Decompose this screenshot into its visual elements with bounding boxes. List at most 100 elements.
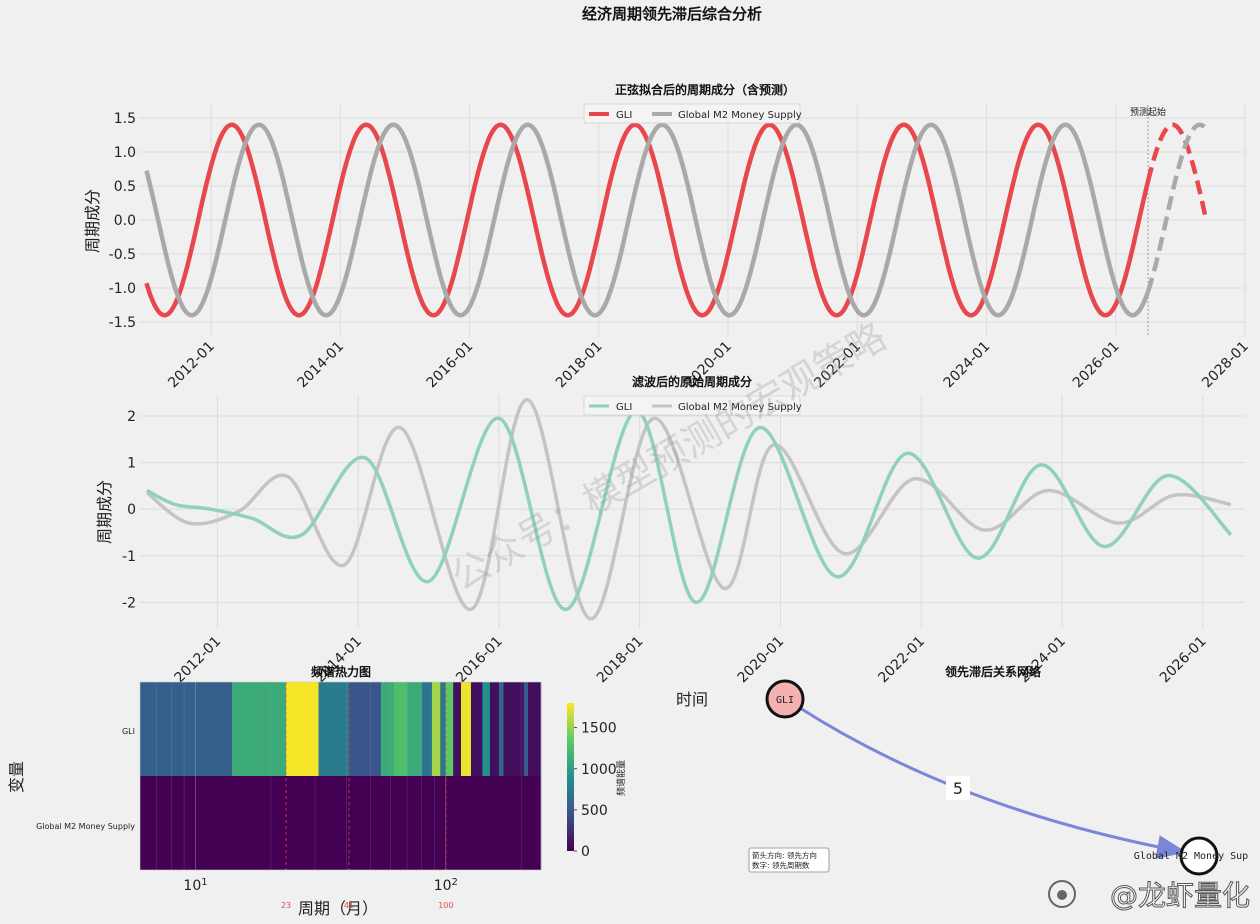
heatmap-cell bbox=[489, 682, 500, 776]
x-tick-label: 2016-01 bbox=[453, 634, 506, 687]
y-tick-label: -0.5 bbox=[109, 247, 136, 263]
heatmap-cell bbox=[453, 682, 462, 776]
y-tick-label: 1.0 bbox=[114, 145, 136, 161]
filtered-cycle-chart: 滤波后的原始周期成分 210-1-2 2012-01 2014-01 2016-01… bbox=[95, 374, 1245, 686]
figure-title: 经济周期领先滞后综合分析 bbox=[582, 5, 762, 23]
network-legend: 箭头方向: 领先方向 数字: 领先周期数 bbox=[748, 847, 830, 873]
row-label-m2: Global M2 Money Supply bbox=[36, 822, 135, 831]
brand-text: @龙虾量化 bbox=[1110, 879, 1250, 912]
colorbar-tick-label: 1000 bbox=[581, 762, 617, 778]
y-axis-label: 变量 bbox=[7, 761, 26, 793]
colorbar-gradient bbox=[567, 703, 574, 851]
fitted-cycle-chart: 正弦拟合后的周期成分（含预测） 1.5 1.0 0.5 0.0 -0.5 -1.0 -1.5… bbox=[83, 82, 1252, 391]
spectrum-heatmap: 频谱热力图 GLI Global M2 Money Supply 变量 101 1… bbox=[7, 664, 627, 918]
row-label-gli: GLI bbox=[122, 727, 135, 736]
y-tick-label: -1 bbox=[122, 549, 136, 565]
y-axis-label: 周期成分 bbox=[83, 189, 102, 253]
x-tick-label: 2016-01 bbox=[424, 339, 477, 392]
x-axis-label: 周期（月） bbox=[298, 899, 378, 918]
heatmap-cell bbox=[503, 682, 525, 776]
heatmap-cell bbox=[461, 682, 472, 776]
colorbar: 0 500 1000 1500 bbox=[567, 703, 617, 860]
heatmap-cell bbox=[318, 682, 350, 776]
heatmap-cell bbox=[140, 776, 542, 870]
legend: GLI Global M2 Money Supply bbox=[583, 395, 802, 416]
x-tick-label: 2024-01 bbox=[941, 339, 994, 392]
x-tick-label: 2012-01 bbox=[165, 339, 218, 392]
chart-title: 正弦拟合后的周期成分（含预测） bbox=[615, 82, 795, 97]
node-label-m2: Global M2 Money Sup bbox=[1134, 851, 1248, 862]
x-tick-label: 2022-01 bbox=[875, 634, 928, 687]
y-tick-label: -1.0 bbox=[109, 281, 136, 297]
legend-entry-gli: GLI bbox=[616, 110, 632, 121]
heatmap-cell bbox=[407, 682, 422, 776]
lead-lag-network: 领先滞后关系网络 时间 5 GLI Global M2 Money Sup 箭头… bbox=[676, 664, 1248, 876]
edge-label-lag: 5 bbox=[953, 779, 963, 798]
y-tick-label: 0 bbox=[127, 502, 136, 518]
y-axis-label: 周期成分 bbox=[95, 480, 114, 544]
heatmap-cell bbox=[440, 682, 447, 776]
heatmap-cell bbox=[393, 682, 408, 776]
node-gli[interactable] bbox=[765, 679, 805, 719]
series-line-m2 bbox=[145, 397, 1232, 621]
network-legend-line-1: 箭头方向: 领先方向 bbox=[752, 850, 817, 860]
x-tick-label: 2020-01 bbox=[735, 634, 788, 687]
heatmap-cell bbox=[498, 682, 504, 776]
heatmap-cell bbox=[523, 682, 529, 776]
watermark: 公众号：模型预测的宏观策略 bbox=[444, 314, 894, 599]
forecast-line-gli bbox=[1145, 122, 1209, 221]
colorbar-tick-label: 1500 bbox=[581, 721, 617, 737]
heatmap-cell bbox=[348, 682, 382, 776]
marked-period-label: 100 bbox=[438, 901, 453, 910]
x-tick-label: 2018-01 bbox=[553, 339, 606, 392]
node-label-gli: GLI bbox=[776, 695, 794, 706]
brand-badge: @龙虾量化 bbox=[1048, 879, 1251, 913]
network-axis-label: 时间 bbox=[676, 690, 708, 709]
heatmap-cell bbox=[431, 682, 441, 776]
x-tick-label: 101 bbox=[183, 877, 207, 895]
colorbar-tick-label: 0 bbox=[581, 844, 590, 860]
heatmap-cell bbox=[470, 682, 483, 776]
x-tick-label: 2026-01 bbox=[1070, 339, 1123, 392]
y-tick-label: 0.0 bbox=[114, 213, 136, 229]
x-tick-label: 2014-01 bbox=[294, 339, 347, 392]
x-tick-label: 2026-01 bbox=[1157, 634, 1210, 687]
legend-entry-m2: Global M2 Money Supply bbox=[678, 110, 802, 121]
edge-label-box bbox=[946, 776, 970, 800]
forecast-line-m2 bbox=[1145, 122, 1208, 292]
colorbar-tick-label: 500 bbox=[581, 803, 608, 819]
colorbar-label: 频谱能量 bbox=[615, 760, 627, 796]
x-tick-label: 2018-01 bbox=[594, 634, 647, 687]
legend-entry-gli: GLI bbox=[616, 402, 632, 413]
x-tick-label: 2012-01 bbox=[172, 634, 225, 687]
heatmap-cell bbox=[286, 682, 319, 776]
y-tick-label: 0.5 bbox=[114, 179, 136, 195]
heatmap-cell bbox=[528, 682, 542, 776]
chart-title: 领先滞后关系网络 bbox=[945, 664, 1041, 679]
heatmap-cell bbox=[232, 682, 287, 776]
y-tick-label: -2 bbox=[122, 595, 136, 611]
network-legend-line-2: 数字: 领先周期数 bbox=[752, 860, 810, 870]
weibo-icon bbox=[1048, 880, 1076, 908]
chart-title: 频谱热力图 bbox=[311, 664, 371, 679]
node-m2[interactable] bbox=[1179, 836, 1219, 876]
heatmap-cell bbox=[140, 682, 233, 776]
legend: GLI Global M2 Money Supply bbox=[583, 103, 802, 124]
series-line-m2 bbox=[144, 122, 1151, 318]
heatmap-cell bbox=[380, 682, 395, 776]
legend-entry-m2: Global M2 Money Supply bbox=[678, 402, 802, 413]
y-tick-label: 2 bbox=[127, 409, 136, 425]
y-tick-label: 1 bbox=[127, 456, 136, 472]
heatmap-cell bbox=[445, 682, 454, 776]
marked-period-label: 41 bbox=[344, 901, 354, 910]
heatmap-cell bbox=[421, 682, 433, 776]
edge-gli-to-m2 bbox=[799, 706, 1187, 859]
marked-period-label: 23 bbox=[281, 901, 291, 910]
heatmap-cell bbox=[482, 682, 491, 776]
y-tick-label: -1.5 bbox=[109, 315, 136, 331]
x-tick-label: 102 bbox=[434, 877, 458, 895]
y-tick-label: 1.5 bbox=[114, 111, 136, 127]
chart-title: 滤波后的原始周期成分 bbox=[632, 374, 752, 389]
forecast-start-label: 预测起始 bbox=[1130, 106, 1166, 118]
x-tick-label: 2028-01 bbox=[1199, 339, 1252, 392]
